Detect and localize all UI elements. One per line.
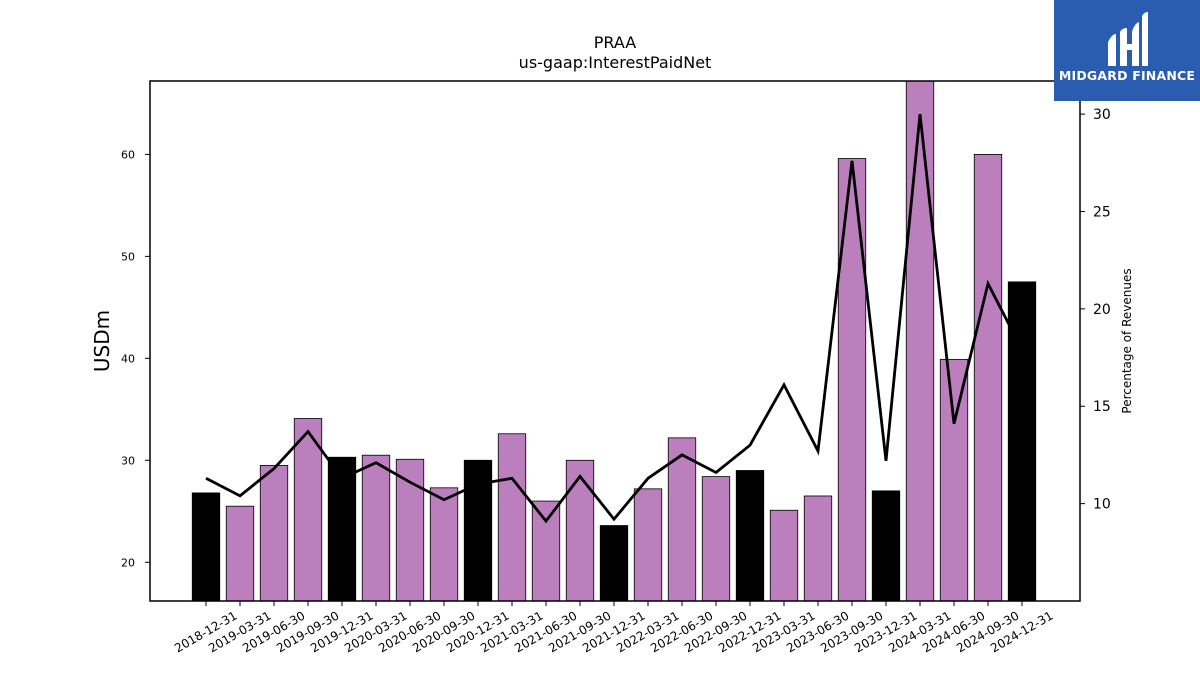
bar-2023-09-30 [837,158,867,602]
line-series [205,113,1024,524]
y2-tick-label: 20 [1093,302,1111,318]
bar-2020-09-30 [429,487,459,602]
y2-tick-label: 10 [1093,497,1111,513]
bar-2022-06-30 [667,437,697,602]
bar-2018-12-31 [191,492,221,602]
left-y-axis: 20 30 40 50 60 [121,148,150,569]
y-tick-label: 50 [121,250,135,263]
chart-title: PRAA [594,33,637,52]
y-axis-label: USDm [90,310,114,372]
right-y-axis: 10 15 20 25 30 [1080,107,1111,513]
bar-2019-12-31 [327,456,357,602]
y-tick-label: 20 [121,556,135,569]
y2-tick-label: 30 [1093,107,1111,123]
brand-name: MIDGARD FINANCE [1058,68,1196,83]
plot-frame [149,80,1081,602]
y-tick-label: 60 [121,148,135,161]
y2-tick-label: 15 [1093,399,1111,415]
bar-2019-09-30 [293,418,323,602]
bar-2023-12-31 [871,490,901,602]
bar-2021-06-30 [531,500,561,602]
brand-logo: MIDGARD FINANCE [1054,0,1200,101]
bar-2024-06-30 [939,358,969,602]
bar-series [191,80,1037,602]
bar-2020-03-31 [361,454,391,602]
bar-2024-09-30 [973,154,1003,602]
bar-2021-09-30 [565,459,595,602]
y-tick-label: 40 [121,352,135,365]
bar-2021-12-31 [599,525,629,602]
y2-tick-label: 25 [1093,204,1111,220]
bar-2020-06-30 [395,458,425,602]
bar-2023-06-30 [803,495,833,602]
bar-2024-03-31 [905,80,935,602]
y-tick-label: 30 [121,454,135,467]
bar-2022-09-30 [701,476,731,602]
x-axis: 2018-12-312019-03-312019-06-302019-09-30… [172,601,1056,655]
bar-2019-03-31 [225,505,255,602]
bar-2021-03-31 [497,433,527,602]
percentage-line [205,113,1024,524]
midgard-m-logo-icon [1108,12,1148,66]
bar-2019-06-30 [259,464,289,602]
bar-2022-12-31 [735,470,765,602]
y2-axis-label: Percentage of Revenues [1120,268,1134,413]
chart-subtitle: us-gaap:InterestPaidNet [519,53,712,72]
bar-2023-03-31 [769,509,799,602]
bar-2022-03-31 [633,488,663,602]
